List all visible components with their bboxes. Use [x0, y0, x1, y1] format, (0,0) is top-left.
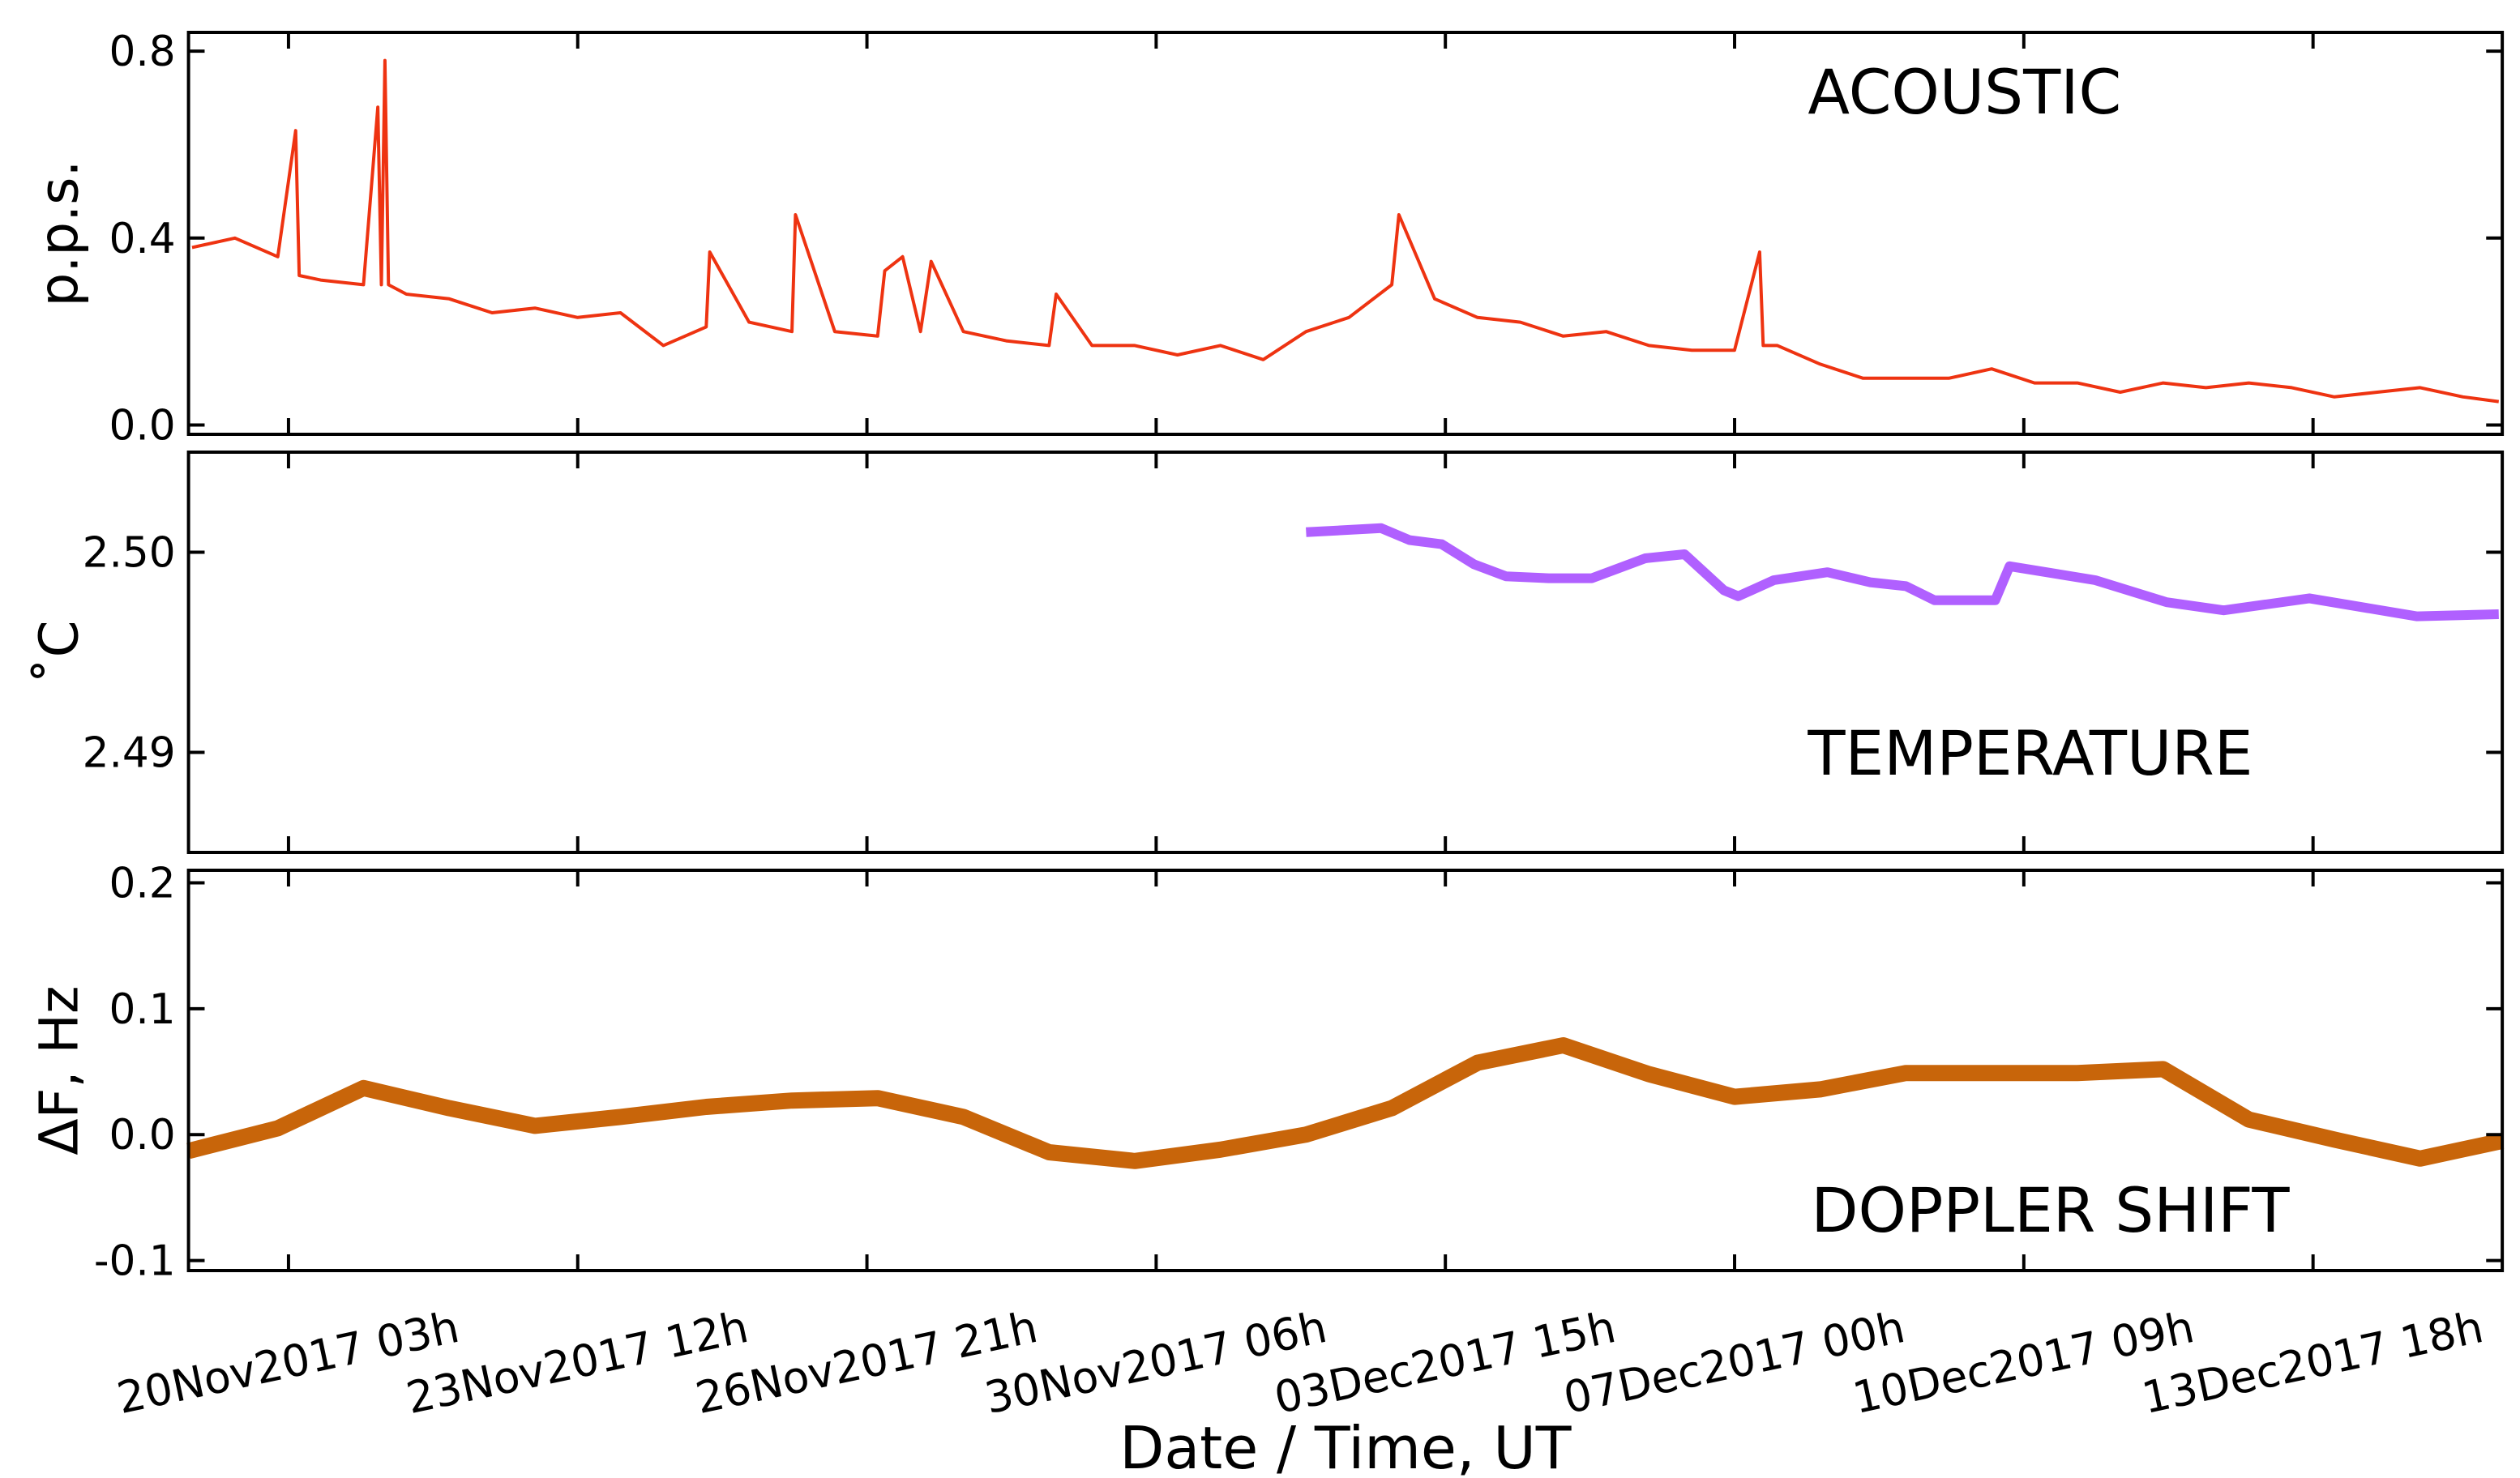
data-line — [186, 1037, 2505, 1169]
panel-frame — [186, 869, 2505, 1272]
data-line — [191, 58, 2500, 404]
panel-frame — [186, 31, 2505, 436]
y-axis-label: p.p.s. — [28, 160, 91, 306]
panel-frame — [186, 451, 2505, 854]
y-tick-label: -0.1 — [94, 1237, 176, 1285]
y-tick-label: 0.2 — [109, 859, 175, 908]
y-tick-label: 0.0 — [109, 401, 175, 450]
y-tick-label: 0.8 — [109, 28, 175, 76]
panel-annotation: TEMPERATURE — [1807, 718, 2253, 789]
y-tick-label: 2.49 — [83, 728, 176, 777]
y-tick-label: 0.1 — [109, 985, 175, 1034]
y-axis-label: ΔF, Hz — [28, 985, 91, 1155]
y-tick-label: 0.0 — [109, 1111, 175, 1160]
x-axis-label: Date / Time, UT — [1119, 1414, 1572, 1478]
panel-annotation: DOPPLER SHIFT — [1811, 1175, 2290, 1246]
y-tick-label: 2.50 — [83, 528, 176, 577]
data-line — [1306, 523, 2499, 622]
y-tick-label: 0.4 — [109, 215, 175, 263]
y-axis-label: ˚C — [28, 620, 91, 684]
panel-annotation: ACOUSTIC — [1808, 57, 2121, 128]
